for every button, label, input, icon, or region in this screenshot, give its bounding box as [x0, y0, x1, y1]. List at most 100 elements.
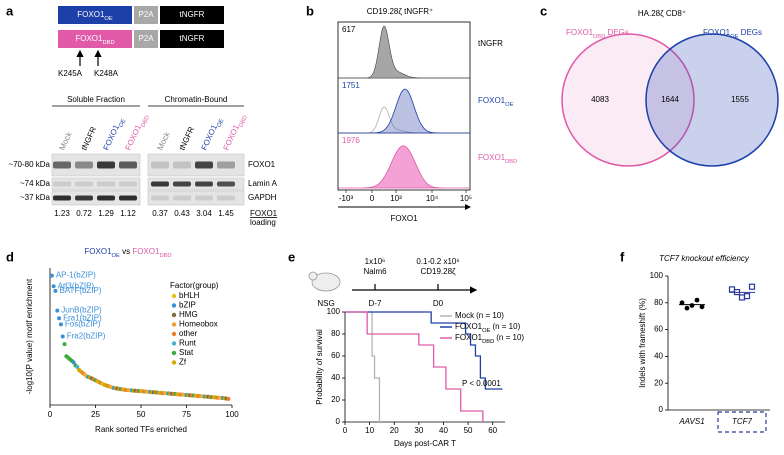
- blot-band: [75, 181, 93, 187]
- protein-label: Lamin A: [248, 179, 278, 188]
- legend-label-part: (n = 10): [492, 322, 520, 331]
- timeline-label: NSG: [317, 299, 334, 308]
- legend-swatch: [171, 341, 177, 346]
- set-label-part: OE: [730, 34, 738, 40]
- x-tick-label: 0: [343, 426, 348, 435]
- chart-title-part: FOXO1: [84, 247, 112, 256]
- legend-label: Stat: [179, 348, 194, 357]
- construct-gene: [58, 30, 132, 48]
- protein-label: GAPDH: [248, 193, 277, 202]
- y-tick-label: 0: [336, 417, 341, 426]
- legend-swatch: [171, 331, 177, 337]
- annotation: P < 0.0001: [462, 379, 501, 388]
- timeline-label: CD19.28ζ: [420, 267, 456, 276]
- size-marker: ~70-80 kDa: [8, 160, 50, 169]
- x-tick-label: 30: [414, 426, 423, 435]
- x-axis-label: Days post-CAR T: [394, 439, 456, 448]
- blot-band: [217, 195, 235, 201]
- blot-panel: [51, 177, 141, 191]
- x-tick-label: 10³: [390, 194, 402, 203]
- panel-letter: d: [6, 249, 14, 264]
- point: [71, 360, 76, 365]
- overlap-count: 1644: [661, 95, 679, 104]
- y-tick-label: 100: [650, 271, 664, 280]
- size-marker: ~74 kDa: [20, 179, 51, 188]
- blot-band: [217, 181, 235, 187]
- point: [748, 283, 756, 290]
- blot-band: [53, 161, 71, 169]
- x-tick-label: 0: [370, 194, 375, 203]
- event-count: 617: [342, 25, 356, 34]
- x-tick-label: 20: [390, 426, 399, 435]
- y-axis-label: Indels with frameshift (%): [638, 298, 647, 388]
- chart-title-part: FOXO1: [132, 247, 160, 256]
- legend-label-part: (n = 10): [476, 311, 504, 320]
- legend-swatch: [171, 360, 177, 365]
- construct-gene-label: FOXO1DBD: [75, 34, 114, 45]
- blot-panel: [51, 190, 141, 206]
- legend-label: FOXO1OE (n = 10): [455, 322, 521, 333]
- legend-swatch: [171, 303, 177, 308]
- blot-band: [173, 161, 191, 169]
- blot-band: [119, 181, 137, 187]
- construct-reporter: [160, 30, 224, 48]
- legend-swatch: [171, 350, 177, 356]
- legend-label: bHLH: [179, 291, 200, 300]
- blot-panel: [147, 190, 245, 206]
- lane-label-part: OE: [216, 118, 225, 128]
- row-label: FOXO1OE: [478, 96, 514, 107]
- blot-band: [97, 195, 115, 201]
- set-label: FOXO1OE DEGs: [703, 28, 762, 39]
- x-axis-label: Rank sorted TFs enriched: [95, 425, 187, 434]
- blot-band: [173, 195, 191, 201]
- construct-gene-label-part: DBD: [102, 40, 114, 46]
- construct-gene-label-part: FOXO1: [77, 10, 105, 19]
- timeline-label: 1x10⁶: [365, 257, 386, 266]
- blot-band: [97, 181, 115, 187]
- legend-label: Mock (n = 10): [455, 311, 504, 320]
- set-label: FOXO1DBD DEGs: [566, 28, 629, 39]
- mutation-label: K245A: [58, 69, 83, 78]
- loading-value: 0.43: [174, 209, 190, 218]
- legend-label: Runt: [179, 339, 197, 348]
- construct-gene: [58, 6, 132, 24]
- histogram: [338, 145, 470, 189]
- x-tick-label: 0: [48, 410, 53, 419]
- legend-label-part: Mock: [455, 311, 475, 320]
- y-tick-label: 60: [654, 325, 663, 334]
- chart-title: TCF7 knockout efficiency: [659, 254, 750, 263]
- y-tick-label: 80: [331, 329, 340, 338]
- construct-reporter-label: tNGFR: [180, 34, 205, 43]
- mouse-icon: [308, 271, 318, 281]
- panel-letter: b: [306, 3, 314, 18]
- x-tick-label: TCF7: [732, 417, 753, 426]
- y-tick-label: 100: [327, 307, 341, 316]
- blot-band: [97, 161, 115, 169]
- chart-title-part: DBD: [159, 253, 171, 259]
- blot-band: [151, 161, 169, 169]
- panel-letter: a: [6, 3, 14, 18]
- legend-label: other: [179, 329, 198, 338]
- x-tick-label: 100: [225, 410, 239, 419]
- point-label: Fra1(bZIP): [63, 313, 102, 322]
- point: [57, 316, 62, 321]
- blot-band: [119, 195, 137, 201]
- point: [694, 297, 700, 303]
- loading-value: 3.04: [196, 209, 212, 218]
- set-label-part: FOXO1: [566, 28, 594, 37]
- point: [679, 300, 685, 306]
- construct-gene-label: FOXO1OE: [77, 10, 113, 21]
- panel-letter: c: [540, 3, 547, 18]
- point-label: Fra2(bZIP): [67, 332, 106, 341]
- point: [75, 364, 80, 369]
- construct-linker-label: P2A: [138, 34, 154, 43]
- point: [60, 334, 65, 339]
- legend-label: Homeobox: [179, 320, 218, 329]
- loading-value: 1.12: [120, 209, 136, 218]
- y-tick-label: 60: [331, 351, 340, 360]
- legend-swatch: [171, 293, 177, 299]
- survival-curve: [345, 311, 484, 422]
- row-label: FOXO1DBD: [478, 153, 517, 164]
- set-label-part: FOXO1: [703, 28, 731, 37]
- venn-set: [645, 33, 779, 167]
